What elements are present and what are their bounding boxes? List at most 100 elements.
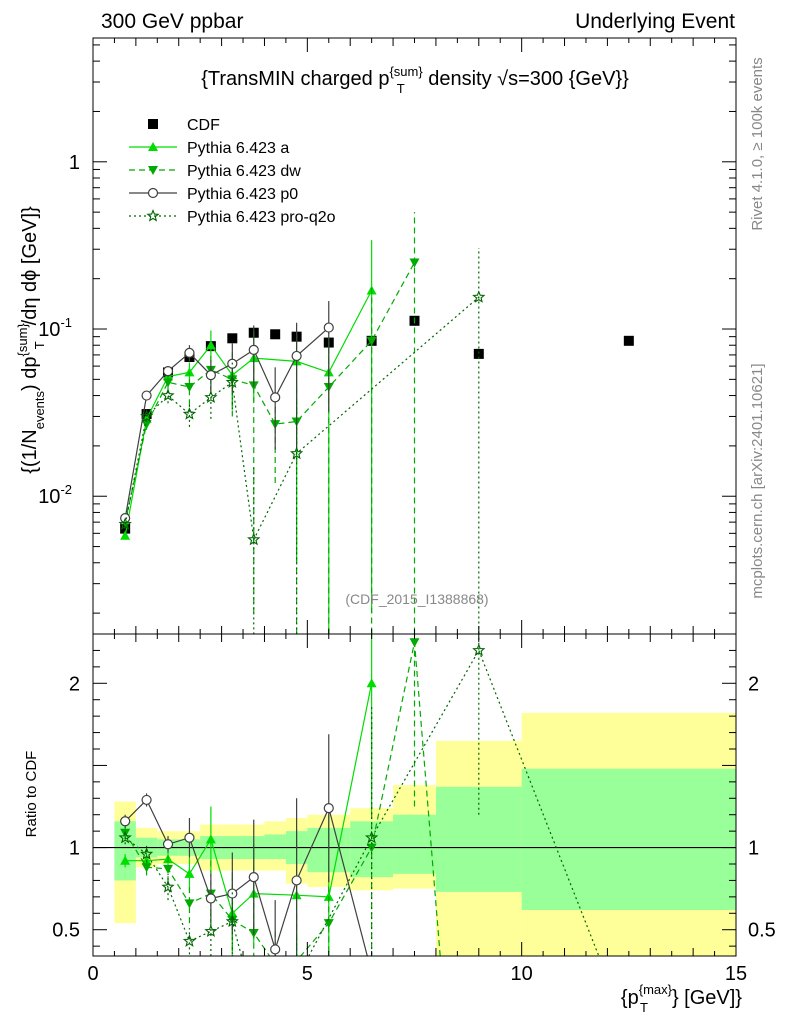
uncertainty-band-green bbox=[264, 834, 286, 860]
x-axis-label: {p{max} T} [GeV]} bbox=[621, 982, 742, 1015]
ratio-point bbox=[323, 919, 334, 929]
y-tick-label: 10-1 bbox=[38, 315, 72, 341]
main-axis-ticks: 10-210-11 bbox=[38, 38, 737, 634]
rivet-label: Rivet 4.1.0, ≥ 100k events bbox=[749, 57, 766, 230]
ratio-line bbox=[125, 683, 373, 915]
ratio-y-tick-label-left: 1 bbox=[69, 838, 80, 860]
y-tick-label: 10-2 bbox=[38, 482, 72, 508]
data-point bbox=[472, 290, 486, 303]
legend-entry: Pythia 6.423 a bbox=[129, 140, 289, 157]
title-pre: {TransMIN charged p bbox=[201, 68, 389, 90]
ratio-series-0 bbox=[120, 634, 377, 956]
ratio-point bbox=[291, 875, 302, 886]
ratio-axis-ticks: 0 5 10 150.5 0.51 12 2 bbox=[52, 634, 776, 985]
ratio-point bbox=[323, 891, 334, 901]
ratio-point bbox=[162, 839, 174, 850]
legend-entry: Pythia 6.423 p0 bbox=[129, 186, 298, 203]
legend-marker bbox=[148, 119, 158, 129]
ratio-point bbox=[141, 863, 152, 873]
data-point bbox=[204, 390, 218, 403]
title-sub: T bbox=[397, 81, 405, 96]
series-3 bbox=[120, 301, 334, 524]
data-point bbox=[225, 375, 239, 389]
y-tick-mantissa: 10 bbox=[38, 486, 60, 508]
ratio-point bbox=[364, 830, 379, 844]
y-tick-exponent: -1 bbox=[60, 315, 72, 330]
data-point bbox=[141, 390, 152, 401]
ratio-point bbox=[204, 924, 218, 937]
data-point bbox=[290, 446, 304, 460]
data-point bbox=[162, 366, 174, 377]
ratio-line bbox=[124, 649, 600, 956]
series-line bbox=[124, 296, 480, 542]
data-point bbox=[163, 378, 174, 388]
ratio-point bbox=[184, 832, 195, 843]
legend-label: Pythia 6.423 p0 bbox=[187, 186, 298, 203]
legend-marker bbox=[148, 142, 158, 151]
legend-marker bbox=[146, 208, 160, 222]
ratio-point bbox=[184, 868, 195, 878]
x-tick-label: 10 bbox=[511, 963, 533, 985]
ratio-point bbox=[409, 638, 420, 648]
ratio-y-tick-label-left: 2 bbox=[69, 673, 80, 695]
ratio-data-layer bbox=[93, 634, 736, 956]
chart-title: {TransMIN charged p{sum} T density √s=300… bbox=[201, 64, 629, 96]
y-tick-exponent: -2 bbox=[60, 482, 72, 497]
header-right: Underlying Event bbox=[575, 10, 735, 33]
series-0 bbox=[120, 315, 634, 534]
data-point bbox=[366, 336, 377, 346]
series-line bbox=[124, 290, 373, 536]
data-point bbox=[323, 322, 334, 333]
ratio-point bbox=[225, 914, 239, 928]
legend-label: CDF bbox=[187, 117, 220, 134]
ratio-point bbox=[205, 834, 216, 844]
ratio-point bbox=[163, 864, 174, 874]
legend-label: Pythia 6.423 pro-q2o bbox=[187, 209, 336, 226]
ratio-y-tick-label-right: 2 bbox=[748, 673, 759, 695]
ratio-point bbox=[270, 944, 281, 955]
title-sup: {sum} bbox=[389, 64, 423, 79]
x-tick-label: 5 bbox=[302, 963, 313, 985]
mcplots-label: mcplots.cern.ch [arXiv:2401.10621] bbox=[749, 363, 766, 598]
data-point bbox=[140, 409, 154, 423]
data-point bbox=[141, 420, 152, 430]
ratio-point bbox=[141, 794, 152, 806]
legend-label: Pythia 6.423 dw bbox=[187, 163, 301, 180]
ratio-point bbox=[366, 678, 377, 688]
watermark: (CDF_2015_I1388868) bbox=[345, 591, 488, 607]
title-post: density √s=300 {GeV}} bbox=[423, 68, 629, 90]
ratio-series-1 bbox=[120, 634, 441, 956]
ratio-y-tick-label-left: 0.5 bbox=[52, 920, 80, 942]
y-tick-mantissa: 1 bbox=[69, 152, 80, 174]
ratio-point bbox=[118, 830, 132, 844]
uncertainty-band-green bbox=[435, 786, 522, 892]
ratio-y-tick-label-right: 0.5 bbox=[748, 920, 776, 942]
y-tick-mantissa: 10 bbox=[38, 319, 60, 341]
legend-entry: Pythia 6.423 dw bbox=[129, 163, 301, 180]
x-tick-label: 0 bbox=[87, 963, 98, 985]
data-point bbox=[184, 347, 195, 358]
ratio-point bbox=[472, 643, 486, 657]
uncertainty-band-green bbox=[521, 768, 736, 910]
data-point bbox=[623, 335, 634, 346]
ratio-point bbox=[182, 934, 197, 947]
ratio-plot: 0 5 10 150.5 0.51 12 2 Ratio to CDF bbox=[23, 633, 776, 985]
ratio-point bbox=[323, 803, 334, 814]
ratio-point bbox=[205, 893, 216, 904]
x-tick-label: 15 bbox=[725, 963, 747, 985]
series-4 bbox=[118, 248, 486, 634]
data-point bbox=[473, 348, 484, 359]
main-plot: 10-210-11 {TransMIN charged p{sum} T dens… bbox=[15, 37, 737, 635]
legend: CDF Pythia 6.423 a Pythia 6.423 dw Pythia 6… bbox=[129, 117, 336, 226]
data-point bbox=[205, 340, 216, 350]
data-point bbox=[184, 383, 195, 393]
data-point bbox=[182, 407, 197, 420]
legend-entry: CDF bbox=[148, 117, 220, 134]
data-point bbox=[118, 517, 132, 530]
ratio-point bbox=[140, 847, 154, 860]
ratio-point bbox=[120, 816, 131, 827]
data-point bbox=[270, 392, 281, 403]
legend-entry: Pythia 6.423 pro-q2o bbox=[129, 208, 336, 226]
data-point bbox=[227, 333, 238, 344]
y-tick-label: 1 bbox=[69, 152, 80, 174]
